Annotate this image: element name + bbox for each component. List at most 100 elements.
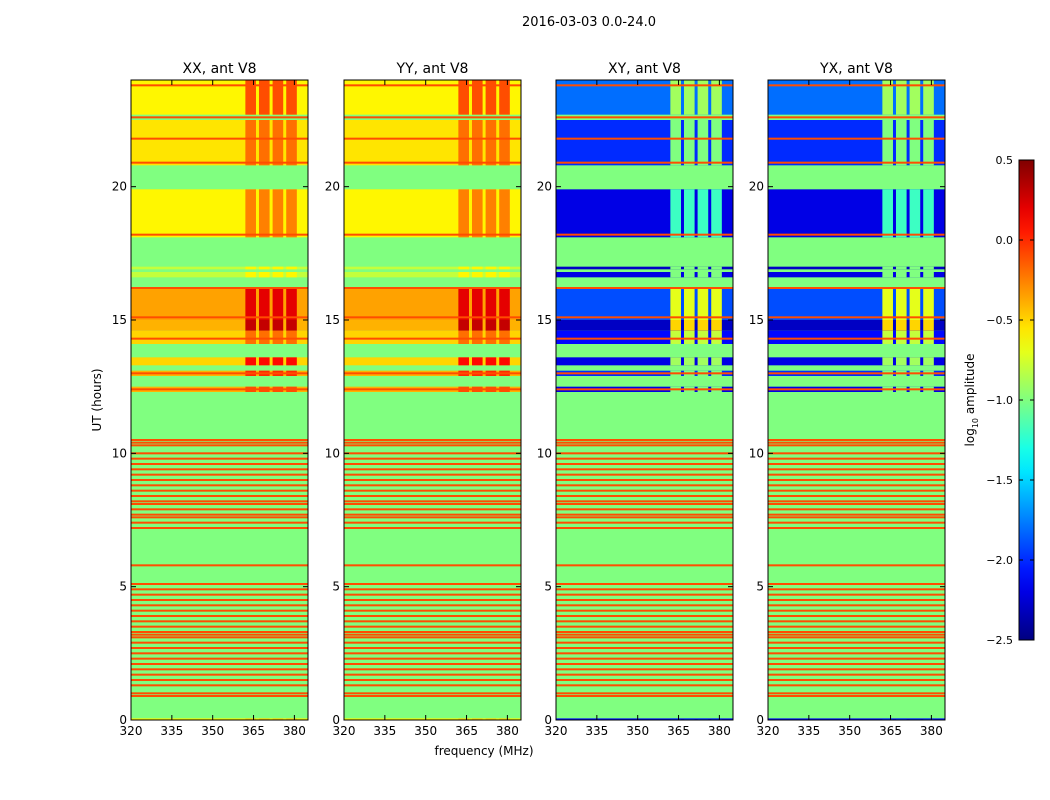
- heatmap-rfi-cell: [471, 80, 483, 115]
- heatmap-rfi-cell: [895, 330, 907, 344]
- heatmap-rfi-cell: [909, 120, 921, 166]
- heatmap-flag-line: [131, 673, 308, 676]
- heatmap-flag-line: [556, 663, 733, 665]
- heatmap-flag-line: [344, 641, 521, 644]
- heatmap-flag-line: [344, 463, 521, 465]
- y-tick-label: 15: [749, 313, 764, 327]
- heatmap-rfi-cell: [697, 266, 709, 270]
- heatmap-flag-line: [556, 657, 733, 660]
- heatmap-rfi-cell: [485, 330, 497, 344]
- heatmap-flag-line: [556, 668, 733, 671]
- heatmap-background: [768, 80, 945, 720]
- heatmap-rfi-cell: [272, 80, 284, 115]
- heatmap-flag-line: [344, 316, 521, 319]
- heatmap-flag-line: [344, 116, 521, 119]
- heatmap-flag-line: [344, 695, 521, 697]
- heatmap-flag-line: [556, 692, 733, 695]
- heatmap-flag-line: [344, 439, 521, 441]
- heatmap-flag-line: [556, 636, 733, 639]
- heatmap-band: [556, 320, 733, 331]
- heatmap-flag-line: [556, 500, 733, 503]
- heatmap-rfi-cell: [258, 80, 270, 115]
- heatmap-flag-line: [556, 652, 733, 655]
- heatmap-flag-line: [344, 489, 521, 492]
- heatmap-flag-line: [131, 233, 308, 236]
- heatmap-rfi-cell: [697, 120, 709, 166]
- heatmap-rfi-cell: [670, 80, 681, 115]
- heatmap-flag-line: [556, 583, 733, 585]
- heatmap-flag-line: [131, 521, 308, 524]
- panel-frame: [130, 79, 309, 721]
- y-tick-label: 20: [112, 180, 127, 194]
- heatmap-background: [344, 80, 521, 720]
- heatmap-band: [344, 718, 521, 720]
- heatmap-flag-line: [768, 500, 945, 503]
- heatmap-rfi-cell: [258, 288, 270, 320]
- heatmap-flag-line: [556, 647, 733, 649]
- heatmap-rfi-cell: [286, 189, 297, 238]
- heatmap-rfi-cell: [697, 718, 709, 720]
- heatmap-rfi-cell: [711, 120, 722, 166]
- heatmap-flag-line: [131, 444, 308, 447]
- heatmap-flag-line: [556, 631, 733, 633]
- suptitle: 2016-03-03 0.0-24.0: [522, 15, 656, 30]
- heatmap-rfi-cell: [670, 272, 681, 278]
- panel-xy: XY, ant V8 320 335 350 365 380 0 5 10 15 20: [537, 61, 734, 738]
- heatmap-flag-line: [556, 695, 733, 697]
- heatmap-rfi-cell: [286, 120, 297, 166]
- heatmap-rfi-cell: [499, 266, 510, 270]
- heatmap-flag-line: [344, 495, 521, 497]
- heatmap-flag-line: [556, 633, 733, 636]
- heatmap-flag-line: [556, 468, 733, 471]
- heatmap-flag-line: [344, 484, 521, 487]
- colorbar-tick-label: 0.0: [996, 234, 1014, 247]
- heatmap-flag-line: [768, 233, 945, 236]
- heatmap-flag-line: [344, 441, 521, 444]
- heatmap-flag-line: [131, 439, 308, 441]
- heatmap-rfi-cell: [286, 718, 297, 720]
- panel-title: YY, ant V8: [396, 61, 469, 77]
- heatmap-flag-line: [768, 647, 945, 649]
- heatmap-flag-line: [131, 513, 308, 516]
- heatmap-flag-line: [768, 337, 945, 340]
- heatmap-rfi-cell: [272, 189, 284, 238]
- heatmap-flag-line: [344, 233, 521, 236]
- panel-yx: YX, ant V8 320 335 350 365 380 0 5 10 15 20: [749, 61, 946, 738]
- heatmap-flag-line: [344, 633, 521, 636]
- heatmap-flag-line: [768, 84, 945, 87]
- heatmap-rfi-cell: [697, 320, 709, 331]
- heatmap-flag-line: [768, 695, 945, 697]
- heatmap-flag-line: [768, 441, 945, 444]
- heatmap-flag-line: [768, 599, 945, 601]
- heatmap-rfi-cell: [458, 272, 469, 278]
- y-tick-label: 20: [537, 180, 552, 194]
- heatmap-band: [768, 320, 945, 331]
- heatmap-rfi-cell: [485, 120, 497, 166]
- heatmap-rfi-cell: [458, 330, 469, 344]
- heatmap-rfi-cell: [499, 288, 510, 320]
- y-tick-label: 15: [325, 313, 340, 327]
- heatmap-flag-line: [556, 673, 733, 676]
- heatmap-rfi-cell: [258, 266, 270, 270]
- panel-title: XY, ant V8: [608, 61, 681, 77]
- heatmap-band: [556, 718, 733, 720]
- heatmap-flag-line: [556, 503, 733, 505]
- y-tick-label: 15: [537, 313, 552, 327]
- heatmap-band: [768, 266, 945, 270]
- heatmap-rfi-cell: [458, 320, 469, 331]
- heatmap-flag-line: [556, 620, 733, 623]
- heatmap-rfi-cell: [923, 266, 934, 270]
- heatmap-rfi-cell: [245, 80, 256, 115]
- panel-yy: YY, ant V8 320 335 350 365 380 0 5 10 15 20: [325, 61, 522, 738]
- heatmap-flag-line: [556, 137, 733, 140]
- heatmap-rfi-cell: [471, 320, 483, 331]
- heatmap-rfi-cell: [286, 80, 297, 115]
- heatmap-flag-line: [768, 463, 945, 465]
- y-tick-label: 5: [119, 580, 127, 594]
- colorbar-tick-label: −2.5: [986, 634, 1013, 647]
- heatmap-rfi-cell: [258, 357, 270, 366]
- y-tick-label: 5: [544, 580, 552, 594]
- heatmap-rfi-cell: [245, 120, 256, 166]
- heatmap-rfi-cell: [485, 189, 497, 238]
- heatmap-flag-line: [131, 287, 308, 289]
